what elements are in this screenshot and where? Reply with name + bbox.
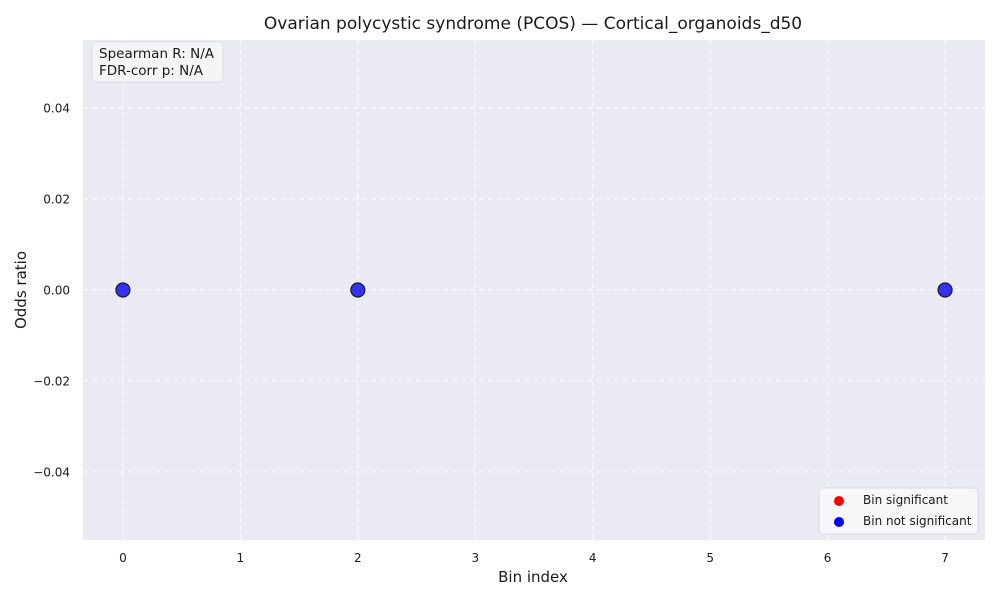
x-tick-label: 6 (824, 551, 832, 565)
data-point (350, 282, 366, 298)
x-tick-label: 1 (237, 551, 245, 565)
x-tick-label: 7 (941, 551, 949, 565)
legend-box (818, 487, 979, 535)
spearman-text: Spearman R: N/A (99, 46, 215, 62)
x-tick-label: 4 (589, 551, 597, 565)
chart-title: Ovarian polycystic syndrome (PCOS) — Cor… (264, 14, 802, 34)
y-ticks: −0.04 −0.02 0.00 0.02 0.04 (33, 102, 70, 480)
legend-label-not-significant: Bin not significant (863, 514, 972, 528)
x-axis-label: Bin index (498, 568, 568, 586)
y-tick-label: −0.02 (33, 374, 70, 388)
legend-label-significant: Bin significant (863, 493, 948, 507)
data-points (115, 282, 953, 298)
x-tick-label: 2 (354, 551, 362, 565)
y-tick-label: −0.04 (33, 465, 70, 479)
data-point (115, 282, 131, 298)
x-ticks: 0 1 2 3 4 5 6 7 (119, 551, 949, 565)
x-tick-label: 3 (471, 551, 479, 565)
y-axis-label: Odds ratio (12, 251, 30, 329)
x-tick-label: 0 (119, 551, 127, 565)
stats-annotation-box (91, 41, 224, 83)
data-point (937, 282, 953, 298)
x-tick-label: 5 (706, 551, 714, 565)
legend-marker-not-significant (834, 517, 844, 527)
y-tick-label: 0.04 (43, 102, 70, 116)
grid (83, 40, 985, 540)
legend-marker-significant (834, 496, 844, 506)
fdr-p-text: FDR-corr p: N/A (99, 63, 204, 79)
stats-annotation: Spearman R: N/A FDR-corr p: N/A (91, 41, 224, 83)
y-tick-label: 0.02 (43, 193, 70, 207)
y-tick-label: 0.00 (43, 284, 70, 298)
legend: Bin significant Bin not significant (818, 487, 979, 535)
